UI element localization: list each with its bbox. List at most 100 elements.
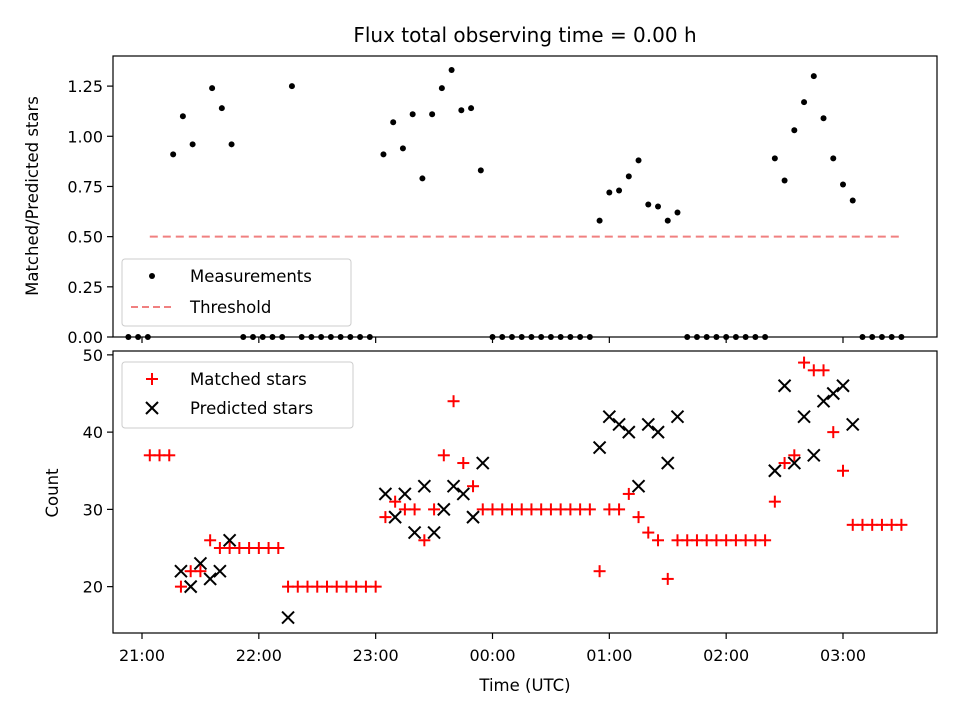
measurement-point [849, 197, 856, 204]
matched-star-point [174, 580, 187, 593]
measurement-point [606, 189, 613, 196]
predicted-star-point [407, 525, 422, 540]
matched-star-point [632, 511, 645, 524]
measurement-point [674, 209, 681, 216]
predicted-star-point [651, 425, 665, 439]
top-y-tick-label: 0.75 [67, 177, 103, 196]
predicted-star-point [476, 456, 490, 470]
x-tick-label: 01:00 [586, 646, 632, 665]
predicted-star-point [213, 564, 227, 578]
measurement-point [616, 187, 623, 194]
top-y-tick-label: 1.00 [67, 127, 103, 146]
predicted-star-point [281, 610, 295, 625]
measurement-point [468, 105, 475, 112]
matched-star-point [389, 495, 402, 508]
top-axes-frame [112, 55, 938, 338]
measurement-point [458, 107, 465, 114]
predicted-star-point [466, 510, 480, 524]
predicted-star-point [174, 564, 188, 578]
bottom-legend: Matched stars Predicted stars [121, 361, 354, 429]
predicted-star-point [602, 409, 617, 424]
top-y-axis-label: Matched/Predicted stars [23, 96, 42, 296]
bottom-x-axis: 21:00 22:00 23:00 00:00 01:00 02:00 03:00 [119, 633, 866, 665]
predicted-star-point [846, 417, 860, 432]
legend-predicted-label: Predicted stars [190, 399, 313, 418]
bottom-plot-marks [143, 356, 908, 625]
predicted-star-point [437, 502, 451, 517]
predicted-star-point [183, 579, 198, 594]
predicted-star-point [398, 487, 412, 501]
matched-star-point [272, 542, 285, 555]
matched-star-point [379, 511, 392, 524]
measurement-point [380, 151, 387, 158]
matched-star-point [418, 534, 431, 547]
predicted-star-point [417, 479, 432, 493]
measurement-point [448, 67, 455, 74]
matched-star-point [613, 503, 626, 516]
matched-star-point [369, 580, 382, 593]
matched-star-point [788, 449, 801, 462]
measurement-point [810, 73, 817, 80]
x-tick-label: 22:00 [236, 646, 282, 665]
legend-predicted-marker [145, 401, 159, 415]
bottom-y-tick-label: 20 [83, 578, 103, 597]
measurement-point [625, 173, 632, 180]
predicted-star-point [836, 379, 850, 393]
x-tick-label: 03:00 [820, 646, 866, 665]
matched-star-point [437, 449, 450, 462]
measurement-point [409, 111, 416, 118]
bottom-y-tick-label: 40 [83, 423, 103, 442]
matched-star-point [837, 464, 849, 477]
matched-star-point [827, 426, 840, 439]
matched-star-point [778, 457, 791, 470]
x-tick-label: 23:00 [353, 646, 399, 665]
predicted-star-point [388, 510, 402, 524]
matched-star-point [895, 518, 908, 531]
predicted-star-point [446, 479, 461, 493]
measurement-point [438, 85, 445, 92]
matched-star-point [652, 534, 665, 547]
bottom-panel: 20 30 40 50 21:00 22:00 23:00 00:00 01:00 02:00 0… [43, 346, 938, 695]
predicted-star-point [661, 456, 675, 470]
measurement-point [645, 201, 652, 208]
top-legend: Measurements Threshold [121, 258, 352, 327]
measurement-point [288, 83, 295, 90]
x-tick-label: 00:00 [469, 646, 515, 665]
predicted-star-point [378, 487, 393, 501]
matched-star-point [768, 495, 781, 508]
measurement-point [179, 113, 186, 120]
predicted-star-point [826, 386, 840, 401]
matched-star-point [759, 534, 772, 547]
matched-star-point [583, 503, 596, 516]
measurement-point [771, 155, 778, 162]
x-axis-label: Time (UTC) [478, 676, 570, 695]
predicted-star-point [641, 417, 655, 432]
measurement-point [429, 111, 436, 118]
bottom-y-axis: 20 30 40 50 [83, 346, 113, 597]
matched-star-point [408, 503, 421, 516]
legend-measurements-marker [149, 273, 155, 279]
predicted-star-point [222, 533, 237, 547]
measurement-point [399, 145, 406, 152]
matched-star-point [467, 480, 480, 493]
matched-star-point [622, 487, 635, 500]
matched-star-point [428, 503, 441, 516]
predicted-star-point [816, 394, 831, 408]
top-y-tick-label: 0.50 [67, 228, 103, 247]
measurement-point [477, 167, 484, 174]
top-y-tick-label: 0.00 [67, 328, 103, 347]
predicted-star-point [670, 409, 685, 424]
matched-star-point [194, 565, 207, 578]
top-y-tick-label: 0.25 [67, 278, 103, 297]
predicted-star-point [807, 448, 821, 463]
predicted-star-point [203, 572, 217, 586]
matched-star-point [593, 565, 606, 578]
bottom-axes-frame [112, 350, 938, 634]
matched-star-point [642, 526, 655, 539]
measurement-point [189, 141, 196, 148]
matched-star-point [798, 356, 811, 369]
measurement-point [170, 151, 177, 158]
matched-star-point [204, 534, 217, 547]
